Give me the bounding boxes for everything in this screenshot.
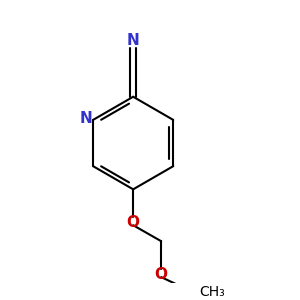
Text: N: N	[127, 33, 140, 48]
Text: O: O	[127, 215, 140, 230]
Text: N: N	[80, 111, 92, 126]
Text: CH₃: CH₃	[199, 285, 225, 299]
Text: O: O	[155, 267, 168, 282]
